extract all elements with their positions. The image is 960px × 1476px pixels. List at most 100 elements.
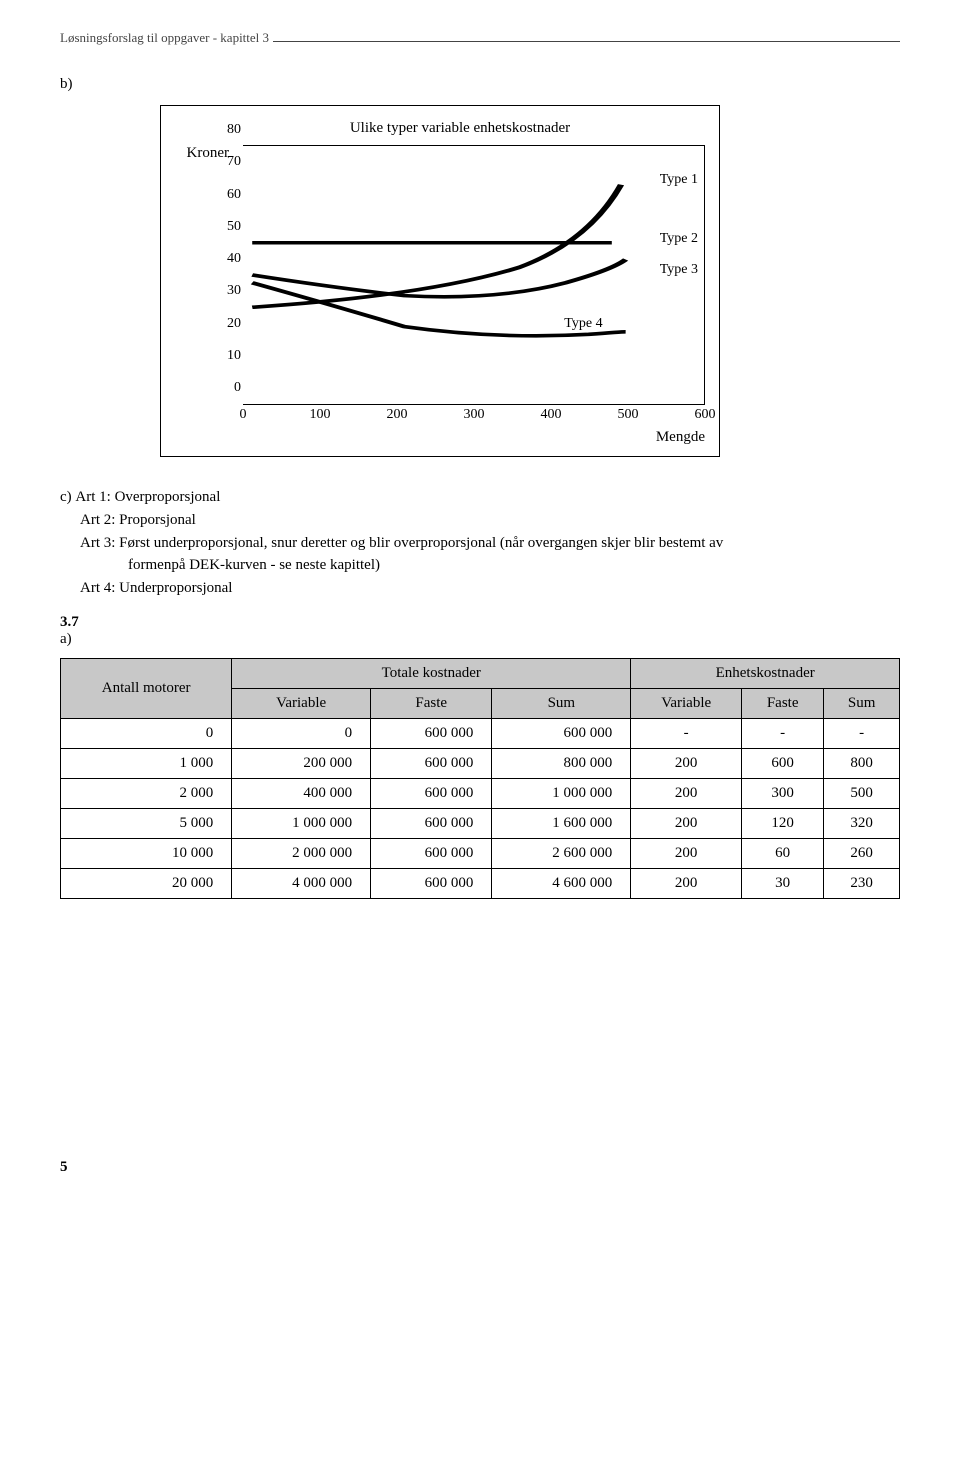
x-tick: 200 xyxy=(386,407,407,423)
cell-n: 20 000 xyxy=(61,868,232,898)
art4: Art 4: Underproporsjonal xyxy=(80,580,232,596)
cell-tv: 4 000 000 xyxy=(232,868,371,898)
cell-ef: 120 xyxy=(742,808,824,838)
page-number: 5 xyxy=(60,1159,900,1176)
cell-tf: 600 000 xyxy=(371,778,492,808)
chart-curves xyxy=(243,146,704,404)
th-enhets: Enhetskostnader xyxy=(631,658,900,688)
section-3-7-sub: a) xyxy=(60,631,79,648)
cell-ef: 600 xyxy=(742,748,824,778)
table-row: 1 000200 000600 000800 000200600800 xyxy=(61,748,900,778)
art3b: formenpå DEK-kurven - se neste kapittel) xyxy=(128,557,380,573)
table-row: 00600 000600 000--- xyxy=(61,718,900,748)
curve-label-type2: Type 2 xyxy=(660,231,698,247)
cell-ev: 200 xyxy=(631,838,742,868)
cell-es: 800 xyxy=(824,748,900,778)
art3a: Art 3: Først underproporsjonal, snur der… xyxy=(80,535,723,551)
th-sum: Sum xyxy=(492,688,631,718)
cell-es: 260 xyxy=(824,838,900,868)
y-tick: 50 xyxy=(227,219,241,235)
cost-table: Antall motorer Totale kostnader Enhetsko… xyxy=(60,658,900,899)
y-tick: 30 xyxy=(227,283,241,299)
cell-n: 10 000 xyxy=(61,838,232,868)
cell-tv: 200 000 xyxy=(232,748,371,778)
th-faste: Faste xyxy=(742,688,824,718)
table-row: 5 0001 000 000600 0001 600 000200120320 xyxy=(61,808,900,838)
cell-ts: 1 000 000 xyxy=(492,778,631,808)
th-faste: Faste xyxy=(371,688,492,718)
cell-ts: 600 000 xyxy=(492,718,631,748)
x-tick: 600 xyxy=(695,407,716,423)
cell-tv: 0 xyxy=(232,718,371,748)
x-tick: 400 xyxy=(540,407,561,423)
cell-ts: 800 000 xyxy=(492,748,631,778)
cell-n: 5 000 xyxy=(61,808,232,838)
art2: Art 2: Proporsjonal xyxy=(80,512,196,528)
th-totale: Totale kostnader xyxy=(232,658,631,688)
section-c-text: c) Art 1: Overproporsjonal Art 2: Propor… xyxy=(60,487,900,600)
cell-ts: 4 600 000 xyxy=(492,868,631,898)
page-header: Løsningsforslag til oppgaver - kapittel … xyxy=(60,30,900,46)
table-row: 10 0002 000 000600 0002 600 00020060260 xyxy=(61,838,900,868)
cell-ts: 2 600 000 xyxy=(492,838,631,868)
cell-tf: 600 000 xyxy=(371,868,492,898)
cell-tv: 2 000 000 xyxy=(232,838,371,868)
y-tick: 0 xyxy=(234,380,241,396)
cell-tv: 400 000 xyxy=(232,778,371,808)
x-tick: 100 xyxy=(309,407,330,423)
cell-ef: 300 xyxy=(742,778,824,808)
x-tick: 500 xyxy=(617,407,638,423)
cell-es: 230 xyxy=(824,868,900,898)
header-title: Løsningsforslag til oppgaver - kapittel … xyxy=(60,30,273,46)
th-var: Variable xyxy=(631,688,742,718)
curve-label-type1: Type 1 xyxy=(660,172,698,188)
y-tick: 70 xyxy=(227,154,241,170)
cell-ev: 200 xyxy=(631,868,742,898)
chart-container: Ulike typer variable enhetskostnader Kro… xyxy=(160,105,720,457)
cell-ts: 1 600 000 xyxy=(492,808,631,838)
cell-tf: 600 000 xyxy=(371,808,492,838)
cell-ef: 30 xyxy=(742,868,824,898)
cell-es: 320 xyxy=(824,808,900,838)
cell-ev: 200 xyxy=(631,748,742,778)
section-3-7: 3.7 a) xyxy=(60,614,900,648)
art1: Art 1: Overproporsjonal xyxy=(75,489,220,505)
x-tick: 300 xyxy=(464,407,485,423)
chart-title: Ulike typer variable enhetskostnader xyxy=(215,120,705,137)
chart-x-axis-label: Mengde xyxy=(235,429,705,446)
cell-es: - xyxy=(824,718,900,748)
curve-label-type3: Type 3 xyxy=(660,262,698,278)
chart-y-ticks: 0 10 20 30 40 50 60 70 80 xyxy=(203,146,241,404)
table-row: 2 000400 000600 0001 000 000200300500 xyxy=(61,778,900,808)
th-var: Variable xyxy=(232,688,371,718)
cell-n: 1 000 xyxy=(61,748,232,778)
curve-label-type4: Type 4 xyxy=(564,316,602,332)
table-row: 20 0004 000 000600 0004 600 00020030230 xyxy=(61,868,900,898)
header-rule xyxy=(273,41,900,42)
cell-ev: - xyxy=(631,718,742,748)
y-tick: 10 xyxy=(227,348,241,364)
cell-tv: 1 000 000 xyxy=(232,808,371,838)
chart-x-ticks: 0 100 200 300 400 500 600 xyxy=(243,405,705,427)
cell-ef: 60 xyxy=(742,838,824,868)
cell-tf: 600 000 xyxy=(371,718,492,748)
cell-tf: 600 000 xyxy=(371,748,492,778)
y-tick: 40 xyxy=(227,251,241,267)
th-sum: Sum xyxy=(824,688,900,718)
cell-ev: 200 xyxy=(631,778,742,808)
y-tick: 80 xyxy=(227,122,241,138)
section-3-7-num: 3.7 xyxy=(60,614,79,631)
cell-n: 2 000 xyxy=(61,778,232,808)
cell-ef: - xyxy=(742,718,824,748)
y-tick: 20 xyxy=(227,316,241,332)
y-tick: 60 xyxy=(227,187,241,203)
th-antall: Antall motorer xyxy=(61,658,232,718)
cell-n: 0 xyxy=(61,718,232,748)
x-tick: 0 xyxy=(240,407,247,423)
section-b-label: b) xyxy=(60,76,900,93)
chart-plot-area: 0 10 20 30 40 50 60 70 80 xyxy=(243,145,705,405)
cell-tf: 600 000 xyxy=(371,838,492,868)
section-c-lead: c) xyxy=(60,489,72,505)
cell-ev: 200 xyxy=(631,808,742,838)
cell-es: 500 xyxy=(824,778,900,808)
